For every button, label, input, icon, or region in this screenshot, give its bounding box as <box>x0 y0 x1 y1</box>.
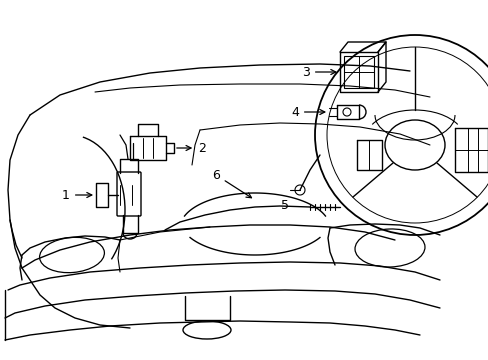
Text: 4: 4 <box>290 105 324 118</box>
Text: 6: 6 <box>212 168 251 198</box>
Text: 1: 1 <box>62 189 92 202</box>
Text: 5: 5 <box>281 198 288 212</box>
Text: 3: 3 <box>302 66 335 78</box>
Text: 2: 2 <box>177 141 205 154</box>
Bar <box>343 56 373 88</box>
